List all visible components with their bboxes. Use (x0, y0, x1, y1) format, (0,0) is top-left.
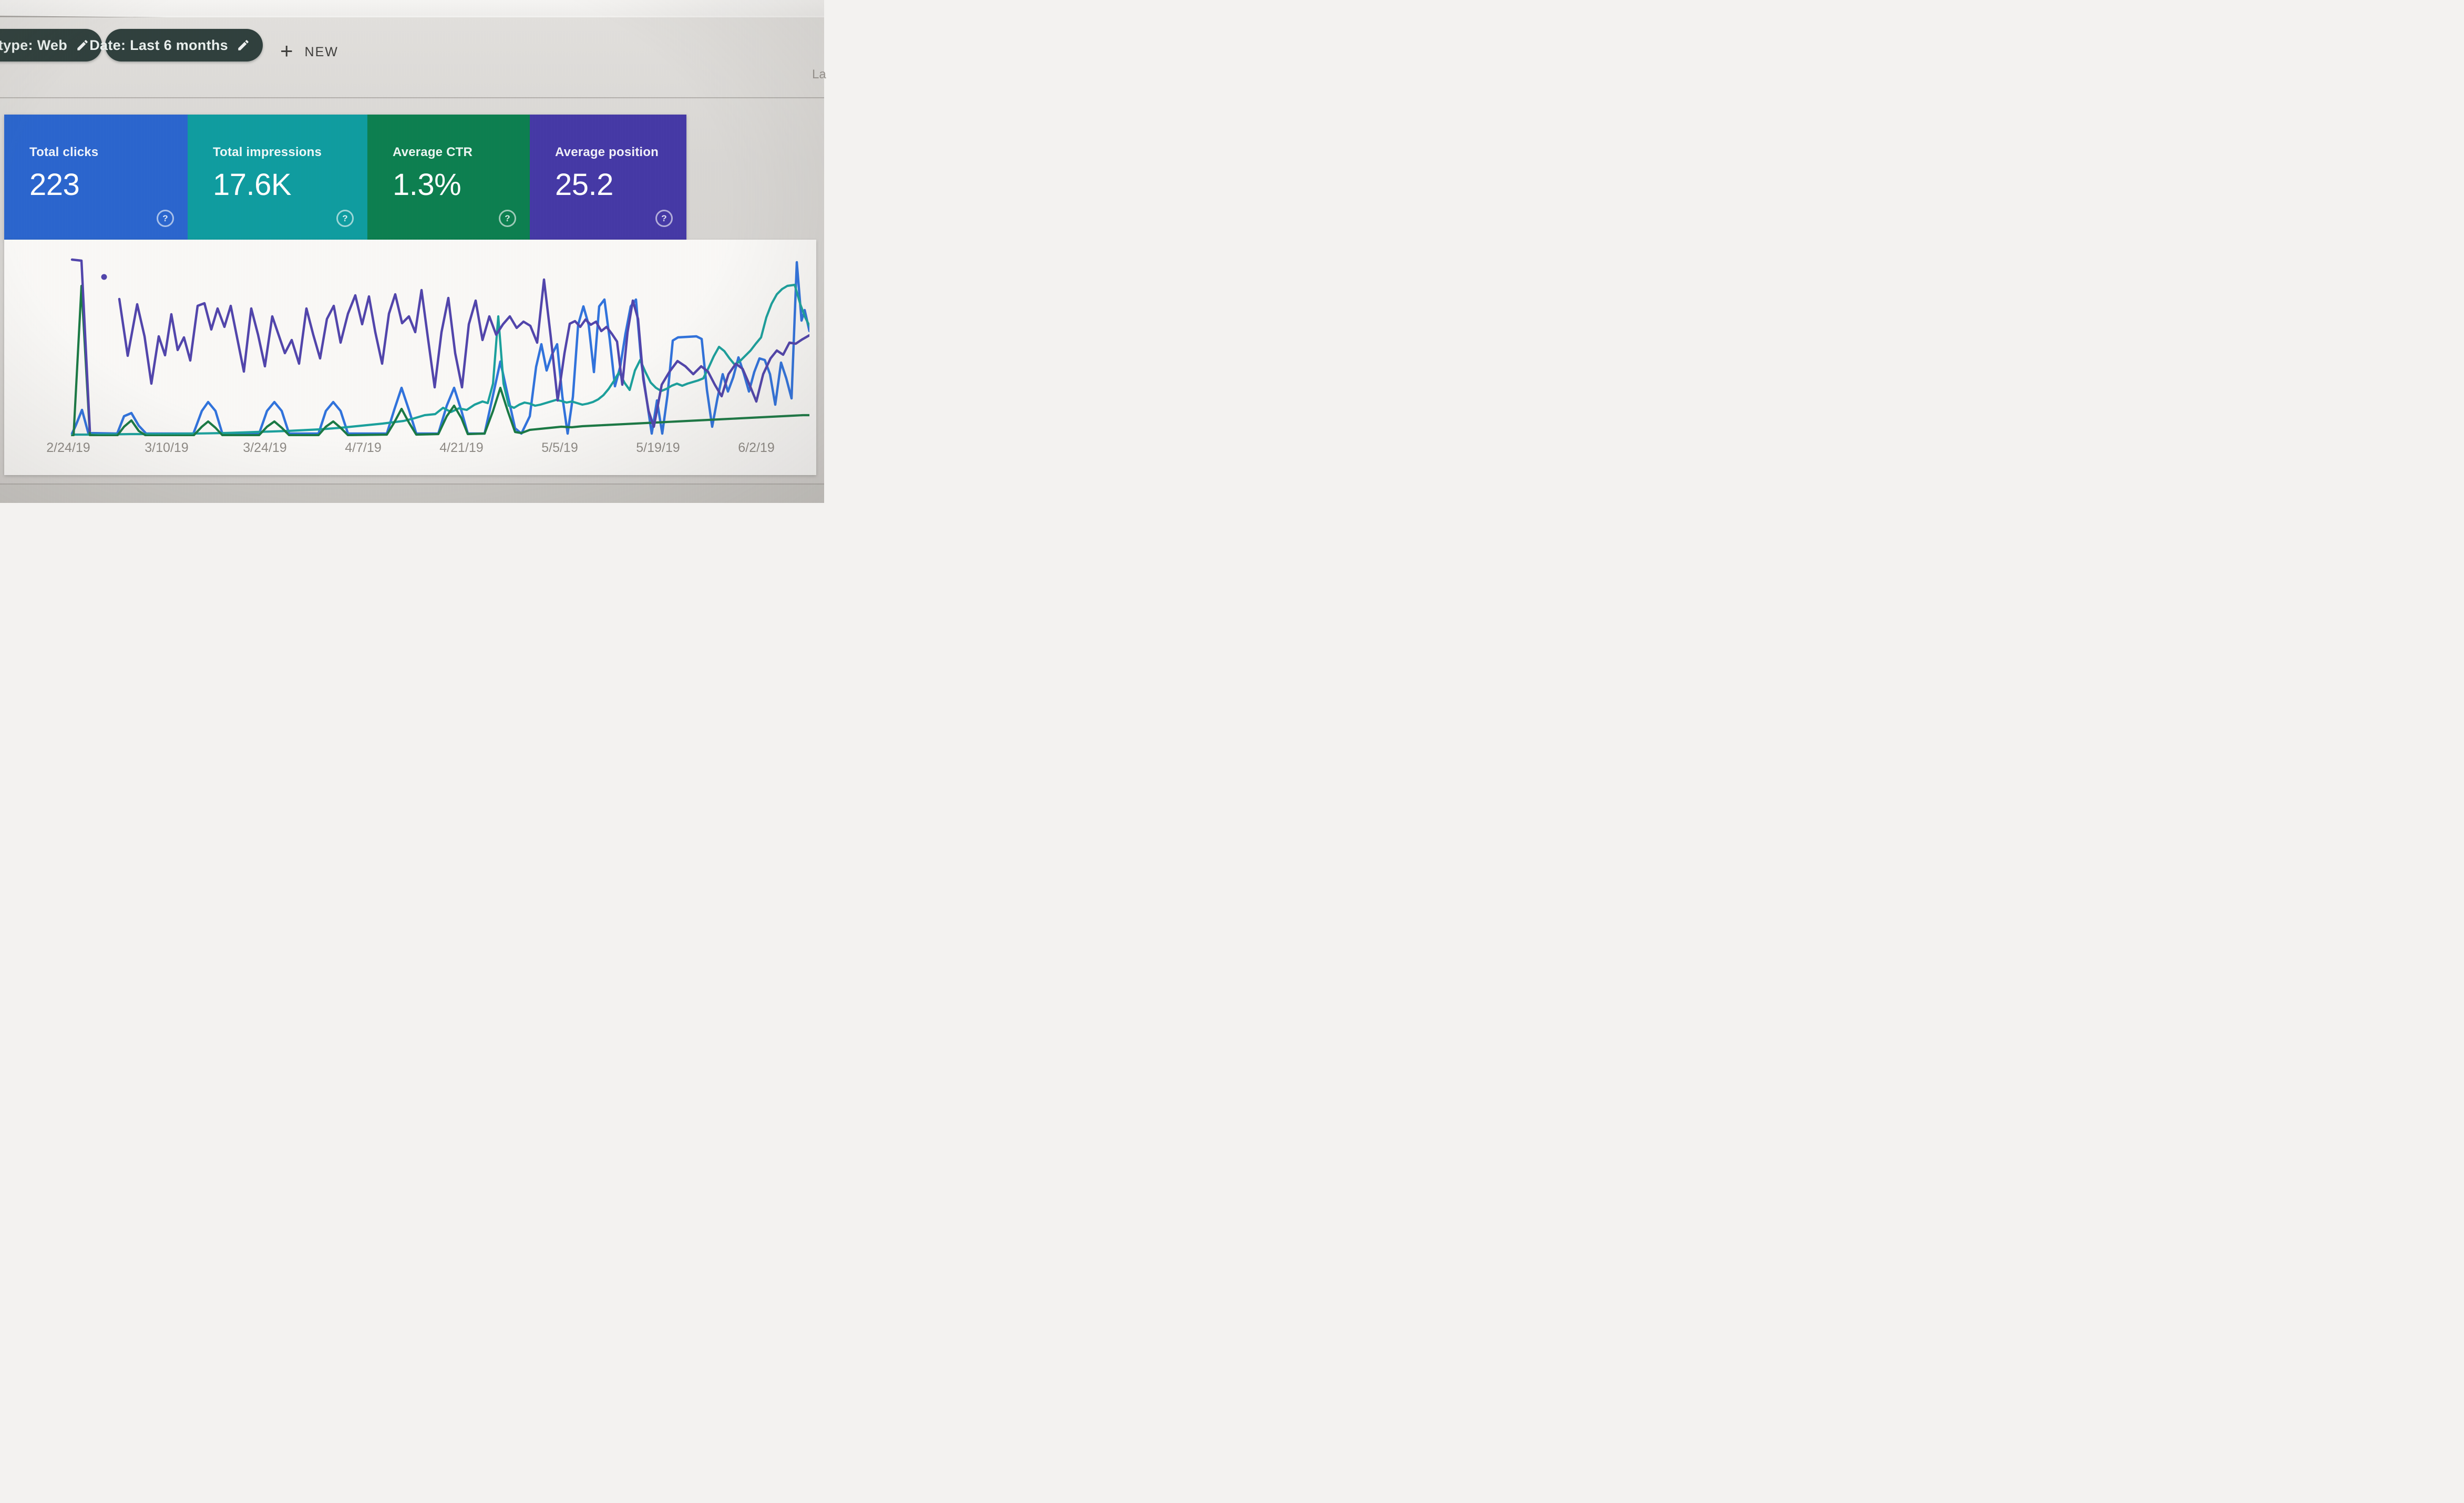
help-icon[interactable]: ? (499, 210, 516, 227)
total-impressions-value: 17.6K (213, 168, 292, 202)
x-axis-label: 4/21/19 (439, 440, 484, 455)
performance-chart[interactable] (67, 252, 809, 436)
total-clicks-value: 223 (29, 168, 80, 202)
average-position-label: Average position (555, 145, 659, 159)
last-updated-truncated-text: La (812, 67, 826, 81)
bottom-divider (0, 483, 824, 485)
average-ctr-value: 1.3% (393, 168, 461, 202)
performance-chart-panel: 2/24/19 3/10/19 3/24/19 4/7/19 4/21/19 5/5/19… (4, 240, 816, 475)
x-axis-label: 3/24/19 (243, 440, 287, 455)
metric-cards-row: Total clicks 223 ? Total impressions 17.… (4, 115, 686, 240)
average-ctr-label: Average CTR (393, 145, 473, 159)
average-position-card[interactable]: Average position 25.2 ? (530, 115, 686, 240)
x-axis-label: 2/24/19 (46, 440, 90, 455)
series-average-position-point (101, 274, 107, 280)
toolbar-divider (0, 97, 824, 98)
date-filter-chip[interactable]: Date: Last 6 months (89, 29, 263, 61)
x-axis-label: 3/10/19 (145, 440, 189, 455)
search-type-chip-label: type: Web (0, 37, 67, 53)
x-axis-labels: 2/24/19 3/10/19 3/24/19 4/7/19 4/21/19 5/5/19… (4, 440, 816, 458)
new-filter-label: NEW (304, 44, 338, 59)
x-axis-label: 5/5/19 (541, 440, 578, 455)
help-icon[interactable]: ? (157, 210, 174, 227)
series-total-clicks (70, 261, 809, 435)
date-filter-chip-label: Date: Last 6 months (89, 37, 228, 53)
help-icon[interactable]: ? (336, 210, 354, 227)
x-axis-label: 5/19/19 (636, 440, 680, 455)
series-average-position (70, 258, 91, 433)
edit-icon (77, 40, 88, 50)
monitor-top-band (0, 0, 824, 16)
bottom-band (0, 485, 824, 503)
series-total-impressions (70, 283, 809, 436)
x-axis-label: 4/7/19 (345, 440, 382, 455)
new-filter-button[interactable]: + NEW (280, 38, 338, 63)
help-icon[interactable]: ? (655, 210, 673, 227)
plus-icon: + (280, 38, 293, 63)
edit-icon (238, 40, 249, 50)
average-position-value: 25.2 (555, 168, 613, 202)
total-impressions-label: Total impressions (213, 145, 322, 159)
series-average-ctr (70, 284, 809, 436)
total-impressions-card[interactable]: Total impressions 17.6K ? (188, 115, 367, 240)
series-average-position (118, 278, 809, 428)
x-axis-label: 6/2/19 (738, 440, 775, 455)
total-clicks-card[interactable]: Total clicks 223 ? (4, 115, 188, 240)
average-ctr-card[interactable]: Average CTR 1.3% ? (367, 115, 530, 240)
total-clicks-label: Total clicks (29, 145, 99, 159)
search-type-chip[interactable]: type: Web (0, 29, 102, 61)
search-console-performance-page: type: Web Date: Last 6 months + NEW La T… (0, 0, 826, 503)
